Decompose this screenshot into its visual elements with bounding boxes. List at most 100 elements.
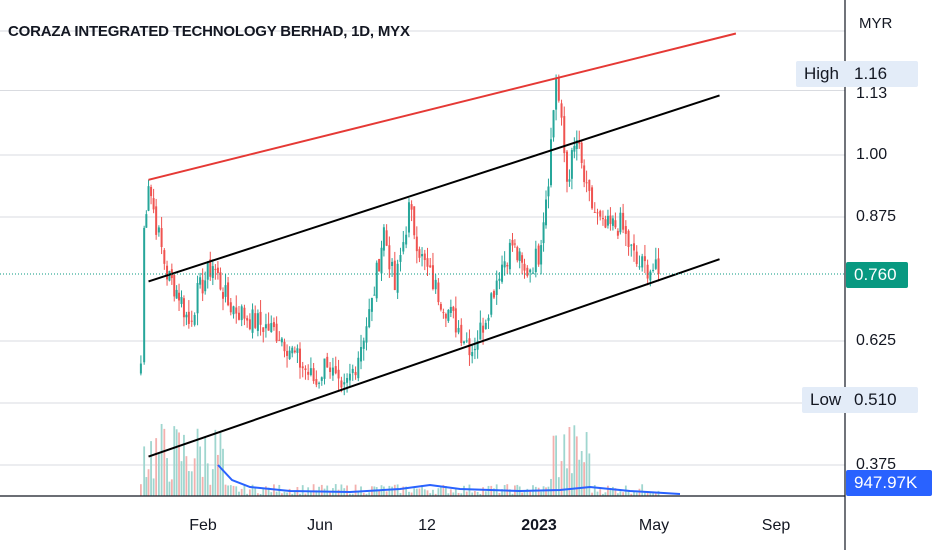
candle bbox=[578, 130, 581, 149]
candle bbox=[240, 304, 243, 327]
candle bbox=[439, 301, 442, 312]
volume-bar bbox=[150, 441, 152, 496]
candle bbox=[331, 357, 334, 381]
volume-bar bbox=[178, 432, 180, 496]
candle bbox=[152, 188, 155, 214]
grid-lines bbox=[0, 30, 845, 466]
candle bbox=[388, 236, 391, 278]
candle bbox=[460, 318, 463, 347]
candle bbox=[299, 342, 301, 379]
candle bbox=[318, 381, 321, 389]
candle bbox=[518, 248, 521, 269]
candle bbox=[309, 357, 312, 377]
candle bbox=[526, 265, 529, 278]
volume-bar bbox=[652, 492, 654, 496]
candle bbox=[224, 273, 227, 303]
candle bbox=[638, 255, 641, 270]
volume-bar bbox=[449, 489, 452, 496]
candle bbox=[357, 351, 360, 382]
candle bbox=[614, 212, 617, 230]
volume-bar bbox=[365, 493, 368, 496]
candle bbox=[254, 305, 257, 330]
candle bbox=[237, 306, 240, 321]
candle bbox=[434, 274, 437, 294]
volume-bar bbox=[604, 492, 607, 496]
candle bbox=[373, 286, 376, 296]
volume-bar bbox=[609, 488, 612, 496]
candle bbox=[139, 355, 142, 376]
candle bbox=[168, 270, 171, 282]
volume-bar bbox=[465, 491, 468, 496]
volume-bar bbox=[187, 471, 190, 496]
candle bbox=[580, 139, 583, 169]
volume-bar bbox=[563, 434, 566, 496]
volume-bar bbox=[405, 486, 408, 496]
channel-upper-trendline[interactable] bbox=[148, 94, 720, 283]
candle bbox=[368, 298, 371, 329]
volume-bar bbox=[224, 484, 227, 496]
candle bbox=[196, 275, 199, 326]
candle bbox=[591, 185, 594, 210]
candle bbox=[654, 247, 657, 270]
resistance-trendline[interactable] bbox=[148, 32, 737, 181]
volume-bar bbox=[616, 493, 619, 496]
candle bbox=[272, 317, 275, 331]
volume-bar bbox=[575, 436, 578, 496]
candle bbox=[175, 285, 178, 299]
candle bbox=[407, 198, 410, 238]
x-tick-feb: Feb bbox=[189, 517, 217, 534]
channel-lower-trendline[interactable] bbox=[148, 258, 720, 458]
volume-bar bbox=[560, 461, 563, 496]
volume-bar bbox=[622, 492, 625, 496]
candle bbox=[232, 305, 235, 319]
volume-bar bbox=[227, 485, 229, 496]
candle bbox=[354, 366, 357, 380]
axis-lines bbox=[0, 0, 846, 550]
volume-bar bbox=[410, 492, 413, 496]
candle bbox=[326, 352, 329, 368]
candle bbox=[537, 243, 540, 267]
candle bbox=[606, 209, 609, 229]
candle bbox=[444, 312, 447, 328]
volume-bar bbox=[396, 484, 399, 496]
volume-bar bbox=[463, 485, 465, 496]
volume-bar bbox=[196, 428, 199, 496]
volume-bar bbox=[262, 488, 265, 496]
volume-bar bbox=[254, 487, 257, 496]
candle bbox=[547, 178, 550, 209]
volume-bar bbox=[402, 486, 405, 496]
candle bbox=[457, 320, 460, 335]
volume-bar bbox=[552, 435, 555, 496]
volume-bar bbox=[375, 487, 378, 496]
candle bbox=[216, 261, 219, 280]
candle bbox=[552, 109, 555, 142]
volume-bar bbox=[471, 492, 474, 496]
volume-bar bbox=[641, 484, 644, 496]
volume-bar bbox=[644, 491, 646, 496]
volume-bar bbox=[211, 469, 214, 496]
candle bbox=[262, 327, 265, 343]
volume-bar bbox=[155, 438, 158, 496]
volume-bar bbox=[580, 451, 583, 496]
x-tick-jun: Jun bbox=[307, 517, 333, 534]
candle bbox=[630, 243, 633, 257]
volume-bar bbox=[280, 493, 283, 496]
candle bbox=[235, 295, 238, 324]
volume-bar bbox=[204, 437, 207, 496]
volume-bar bbox=[501, 489, 503, 496]
volume-bar bbox=[248, 489, 251, 496]
volume-bar bbox=[238, 491, 240, 496]
candle bbox=[473, 337, 476, 360]
candle bbox=[145, 210, 148, 228]
volume-bar bbox=[493, 488, 495, 496]
candle bbox=[221, 287, 224, 311]
volume-bar bbox=[143, 446, 146, 496]
volume-bar bbox=[315, 490, 318, 496]
volume-bar bbox=[619, 491, 622, 496]
candle bbox=[396, 259, 399, 300]
candle bbox=[173, 273, 176, 302]
candles bbox=[139, 74, 660, 396]
candle bbox=[304, 365, 307, 380]
